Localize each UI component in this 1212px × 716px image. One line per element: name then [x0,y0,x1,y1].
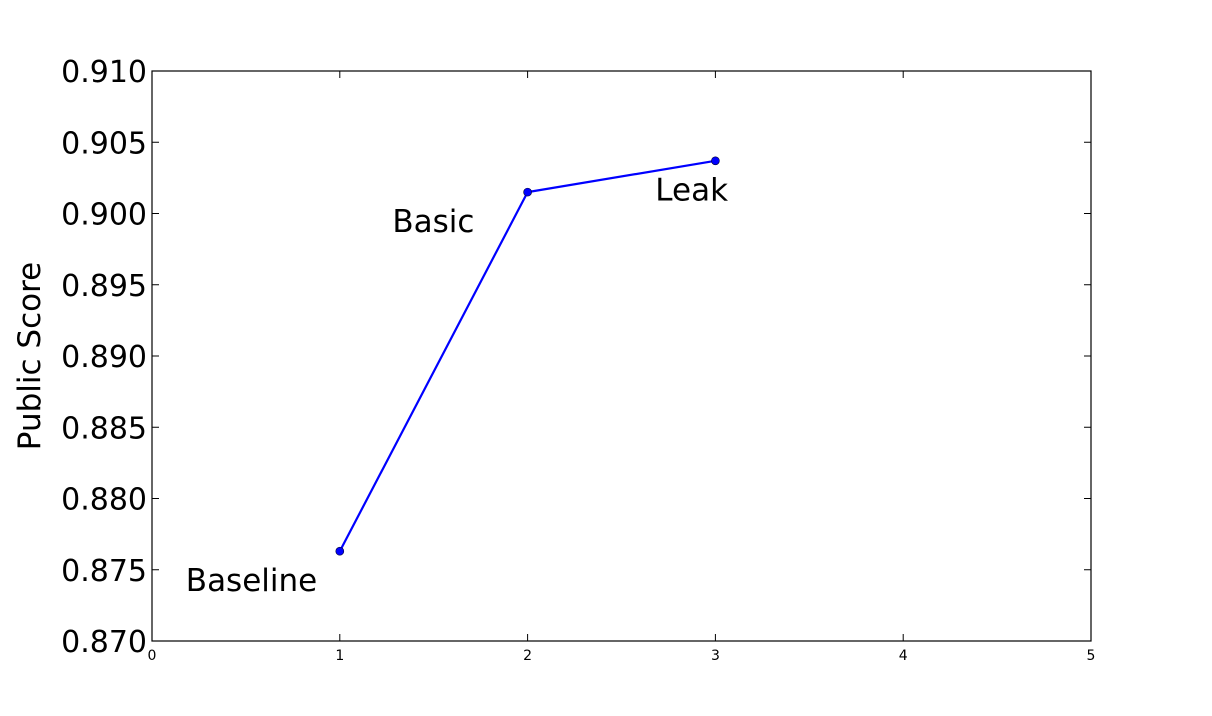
data-point [711,156,720,166]
x-tick-label: 3 [711,648,720,664]
annotation-label: Leak [655,173,728,209]
data-point [335,546,345,556]
ticks-layer: 0.870 0.875 0.880 0.885 0.890 0.895 0.900 0.905… [61,55,1095,664]
y-tick-label: 0.885 [61,411,147,446]
annotation-layer: Baseline Basic Leak [186,173,728,599]
y-tick-label: 0.895 [61,269,147,304]
annotation-label: Baseline [186,563,317,599]
y-tick-label: 0.870 [61,625,147,660]
y-tick-label: 0.890 [61,340,147,375]
y-axis-label: Public Score [12,262,48,450]
plot-frame [151,70,1092,642]
series-layer [335,156,720,556]
x-tick-label: 5 [1087,648,1096,664]
y-tick-label: 0.900 [61,198,147,233]
plot-area [152,71,1091,641]
data-point [523,187,532,197]
x-tick-label: 1 [335,648,344,664]
y-tick-label: 0.880 [61,483,147,518]
y-tick-label: 0.905 [61,126,147,161]
y-tick-label: 0.875 [61,554,147,589]
x-tick-label: 0 [148,648,157,664]
x-tick-label: 4 [899,648,908,664]
annotation-label: Basic [392,204,474,240]
x-tick-label: 2 [523,648,532,664]
y-tick-label: 0.910 [61,55,147,90]
